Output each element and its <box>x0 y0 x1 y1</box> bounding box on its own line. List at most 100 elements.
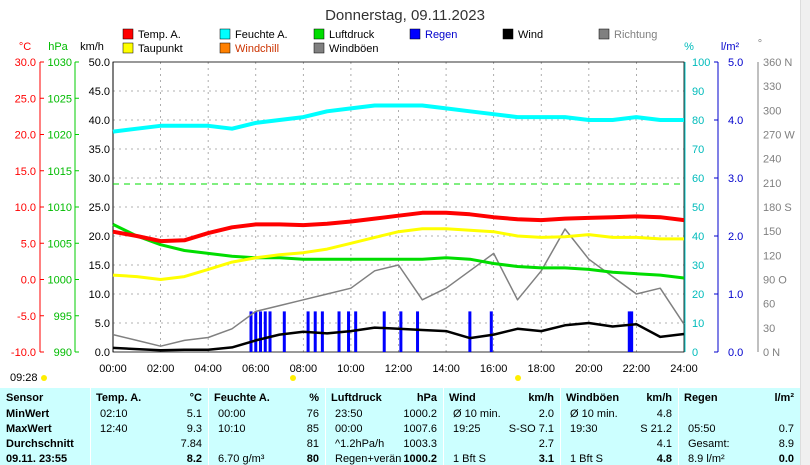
temp-tick: -5.0 <box>17 311 36 323</box>
table-cell-value: 81 <box>306 438 319 450</box>
dir-tick: 150 <box>763 226 781 238</box>
legend-label-2: Luftdruck <box>329 29 375 41</box>
table-cell-value: 85 <box>306 423 319 435</box>
dir-tick: 300 <box>763 105 781 117</box>
table-cell-label: ^1.2hPa/h <box>335 438 385 450</box>
hum-tick: 40 <box>692 231 704 243</box>
table-cell-value: 4.8 <box>656 408 672 420</box>
hum-tick: 70 <box>692 144 704 156</box>
press-tick: 1010 <box>48 202 72 214</box>
legend-label-0: Temp. A. <box>138 29 181 41</box>
time-tick: 20:00 <box>575 363 603 375</box>
table-header: Sensor <box>6 392 44 404</box>
dir-tick: 270 W <box>763 130 795 142</box>
table-header-unit: km/h <box>528 392 554 404</box>
table-cell-value: 1000.2 <box>403 408 437 420</box>
dir-tick: 60 <box>763 299 775 311</box>
rain-bar <box>282 311 286 352</box>
humidity-line <box>112 103 684 134</box>
table-column-3: Luftdruck hPa 23:50 1000.2 00:00 1007.6 ^1.2hP… <box>325 388 444 465</box>
pressure-line <box>112 223 685 280</box>
wind-tick: 35.0 <box>89 144 110 156</box>
table-cell-label: 1 Bft S <box>453 453 487 465</box>
legend-swatch-3 <box>409 28 421 40</box>
wind-tick: 45.0 <box>89 86 110 98</box>
press-tick: 995 <box>54 311 72 323</box>
hum-tick: 60 <box>692 173 704 185</box>
rain-bar <box>259 311 263 352</box>
table-cell-value: 1003.3 <box>403 438 437 450</box>
temp-tick: 5.0 <box>21 238 36 250</box>
table-cell-label: 8.9 l/m² <box>688 453 725 465</box>
table-cell-label: 19:30 <box>570 423 598 435</box>
legend-label-8: Windböen <box>329 43 379 55</box>
wind-tick: 40.0 <box>89 115 110 127</box>
press-tick: 1020 <box>48 130 72 142</box>
scrollbar[interactable] <box>800 0 810 465</box>
rain-bar <box>399 311 403 352</box>
temp-tick: 20.0 <box>15 130 36 142</box>
table-column-2: Feuchte A.% 00:00 76 10:10 85 81 6.70 g/m³ 80 <box>208 388 326 465</box>
press-tick: 1000 <box>48 275 72 287</box>
table-cell-value: 2.7 <box>538 438 554 450</box>
table-header: Regen <box>684 392 718 404</box>
table-cell-value: 8.9 <box>778 438 794 450</box>
press-tick: 1025 <box>48 93 72 105</box>
table-cell-label: 10:10 <box>218 423 246 435</box>
table-cell-value: 5.1 <box>186 408 202 420</box>
dir-tick: 90 O <box>763 275 787 287</box>
time-tick: 16:00 <box>480 363 508 375</box>
table-row-label: 09.11. 23:55 <box>6 453 68 465</box>
legend-swatch-0 <box>122 28 134 40</box>
rain-bar <box>320 311 324 352</box>
table-header: Feuchte A. <box>214 392 270 404</box>
legend-swatch-4 <box>502 28 514 40</box>
table-row-label: MinWert <box>6 408 50 420</box>
hum-tick: 80 <box>692 115 704 127</box>
time-marker-dot <box>515 375 521 381</box>
time-tick: 08:00 <box>290 363 318 375</box>
table-column-4: Wind km/h Ø 10 min. 2.0 19:25 S-SO 7.1 2.7 1 Bf… <box>443 388 561 465</box>
time-tick: 10:00 <box>337 363 365 375</box>
table-header: Temp. A. <box>96 392 142 404</box>
rain-tick: 2.0 <box>728 231 743 243</box>
legend-swatch-5 <box>598 28 610 40</box>
wind-tick: 10.0 <box>89 289 110 301</box>
dewpoint-line <box>112 227 684 281</box>
table-column-6: Regen l/m² 05:50 0.7 Gesamt: 8.9 8.9 l/m² 0.0 <box>678 388 801 465</box>
rain-bar <box>382 311 386 352</box>
rain-tick: 4.0 <box>728 115 743 127</box>
table-cell-label: Gesamt: <box>688 438 730 450</box>
table-header: Luftdruck <box>331 392 382 404</box>
rain-bar <box>627 311 631 352</box>
table-cell-value: 4.1 <box>656 438 672 450</box>
plot-frame <box>112 61 685 353</box>
table-row-label: MaxWert <box>6 423 52 435</box>
sunrise-dot <box>41 375 47 381</box>
dir-tick: 180 S <box>763 202 792 214</box>
legend-label-6: Taupunkt <box>138 43 183 55</box>
legend-label-5: Richtung <box>614 29 657 41</box>
table-cell-label: Ø 10 min. <box>570 408 618 420</box>
table-cell-value: 9.3 <box>186 423 202 435</box>
time-tick: 00:00 <box>99 363 127 375</box>
legend-label-3: Regen <box>425 29 457 41</box>
hum-tick: 50 <box>692 202 704 214</box>
gust-line <box>112 228 685 347</box>
rain-tick: 3.0 <box>728 173 743 185</box>
dir-axis-unit: ° <box>758 38 762 50</box>
table-cell-label: Regen+verän <box>335 453 402 465</box>
temp-tick: 25.0 <box>15 93 36 105</box>
wind-tick: 20.0 <box>89 231 110 243</box>
dir-tick: 30 <box>763 323 775 335</box>
time-tick: 14:00 <box>432 363 460 375</box>
temp-tick: 10.0 <box>15 202 36 214</box>
wind-tick: 5.0 <box>95 318 110 330</box>
legend-swatch-7 <box>219 42 231 54</box>
table-cell-value: 8.2 <box>186 453 202 465</box>
dir-tick: 210 <box>763 178 781 190</box>
time-tick: 24:00 <box>670 363 698 375</box>
rain-bar <box>354 311 358 352</box>
rain-bar <box>489 311 493 352</box>
temp-tick: -10.0 <box>11 347 36 359</box>
